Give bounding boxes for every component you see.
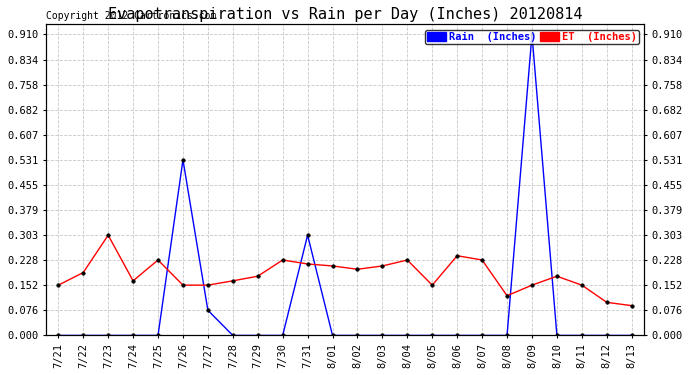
- Rain  (Inches): [328, 333, 337, 338]
- Rain  (Inches): [453, 333, 462, 338]
- ET  (Inches): [428, 283, 436, 287]
- ET  (Inches): [179, 283, 187, 287]
- ET  (Inches): [403, 258, 411, 262]
- Rain  (Inches): [179, 158, 187, 162]
- ET  (Inches): [453, 254, 462, 258]
- Rain  (Inches): [503, 333, 511, 338]
- Rain  (Inches): [478, 333, 486, 338]
- Rain  (Inches): [79, 333, 88, 338]
- ET  (Inches): [602, 300, 611, 304]
- ET  (Inches): [279, 258, 287, 262]
- Rain  (Inches): [254, 333, 262, 338]
- Rain  (Inches): [553, 333, 561, 338]
- ET  (Inches): [478, 258, 486, 262]
- Rain  (Inches): [628, 333, 636, 338]
- Line: ET  (Inches): ET (Inches): [57, 234, 633, 308]
- ET  (Inches): [54, 283, 62, 287]
- Rain  (Inches): [602, 333, 611, 338]
- Rain  (Inches): [204, 308, 212, 312]
- ET  (Inches): [254, 274, 262, 279]
- ET  (Inches): [328, 264, 337, 268]
- ET  (Inches): [79, 270, 88, 275]
- Line: Rain  (Inches): Rain (Inches): [57, 33, 633, 337]
- Rain  (Inches): [154, 333, 162, 338]
- Rain  (Inches): [228, 333, 237, 338]
- Legend: Rain  (Inches), ET  (Inches): Rain (Inches), ET (Inches): [426, 30, 639, 44]
- Rain  (Inches): [54, 333, 62, 338]
- Rain  (Inches): [403, 333, 411, 338]
- ET  (Inches): [503, 294, 511, 298]
- ET  (Inches): [129, 279, 137, 283]
- ET  (Inches): [553, 274, 561, 279]
- ET  (Inches): [154, 258, 162, 262]
- Text: Copyright 2012 Cartronics.com: Copyright 2012 Cartronics.com: [46, 11, 216, 21]
- ET  (Inches): [304, 262, 312, 266]
- Rain  (Inches): [104, 333, 112, 338]
- Rain  (Inches): [378, 333, 386, 338]
- ET  (Inches): [104, 233, 112, 237]
- Rain  (Inches): [578, 333, 586, 338]
- ET  (Inches): [578, 283, 586, 287]
- ET  (Inches): [378, 264, 386, 268]
- Rain  (Inches): [304, 233, 312, 237]
- ET  (Inches): [228, 279, 237, 283]
- Rain  (Inches): [279, 333, 287, 338]
- ET  (Inches): [353, 267, 362, 272]
- Title: Evapotranspiration vs Rain per Day (Inches) 20120814: Evapotranspiration vs Rain per Day (Inch…: [108, 7, 582, 22]
- Rain  (Inches): [428, 333, 436, 338]
- Rain  (Inches): [528, 32, 536, 37]
- Rain  (Inches): [129, 333, 137, 338]
- ET  (Inches): [528, 283, 536, 287]
- ET  (Inches): [204, 283, 212, 287]
- ET  (Inches): [628, 303, 636, 308]
- Rain  (Inches): [353, 333, 362, 338]
